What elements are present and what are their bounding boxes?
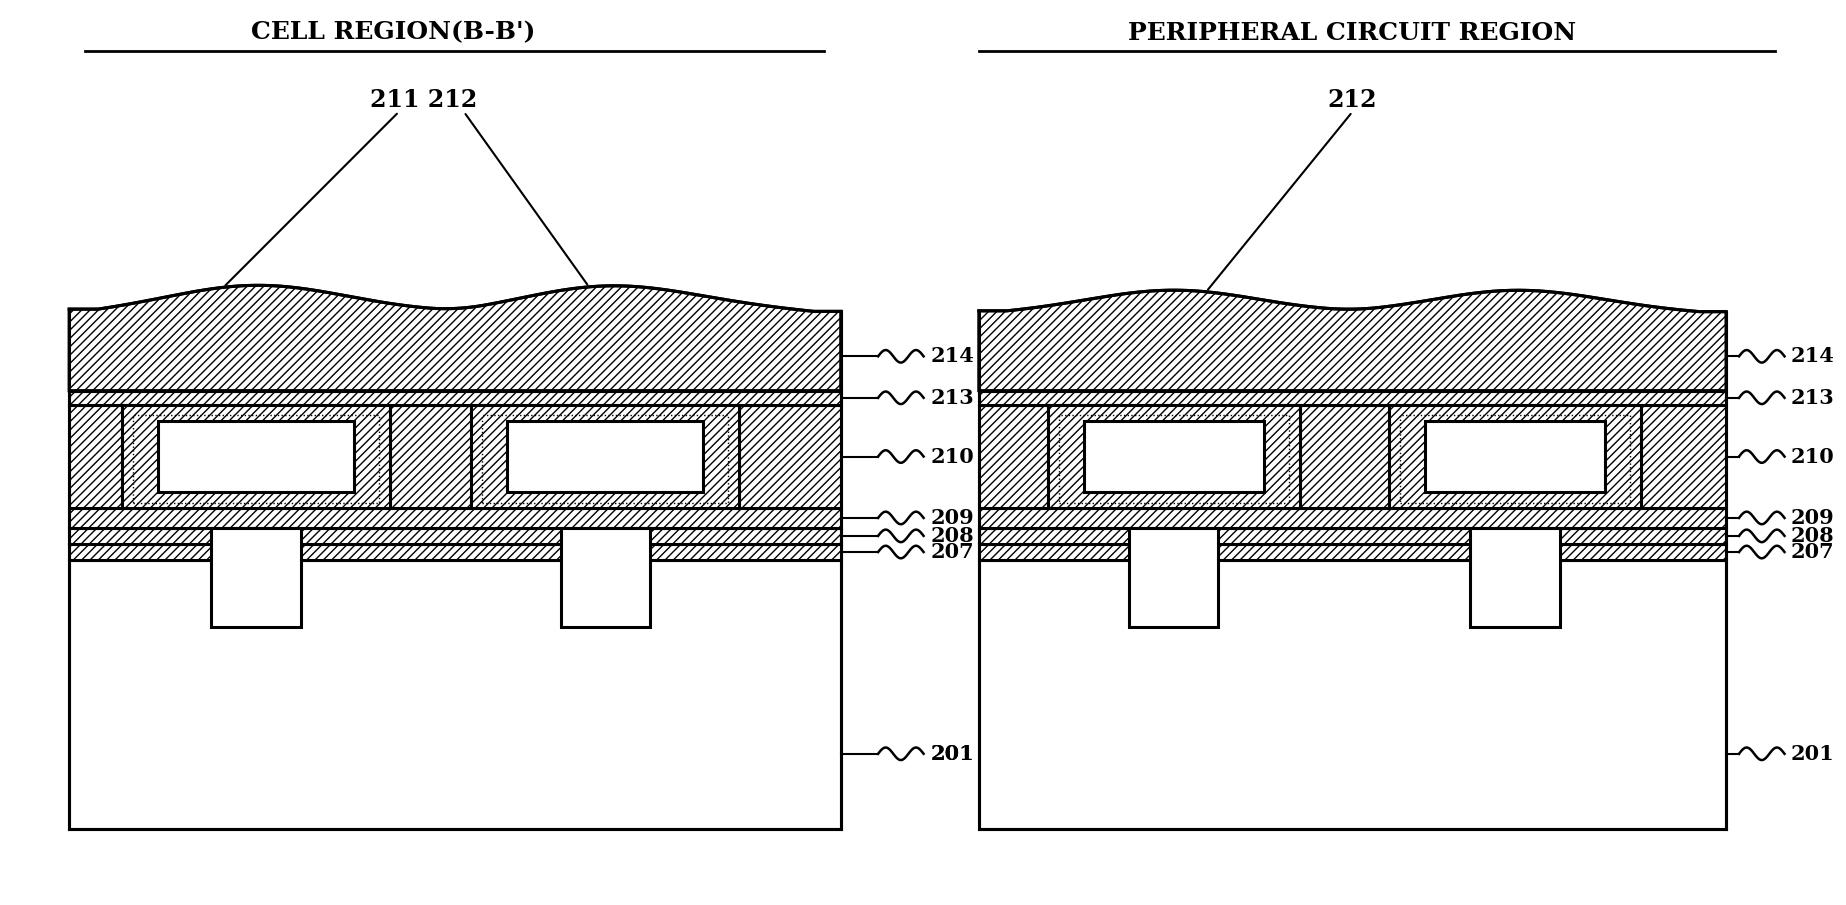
Bar <box>978 391 1726 405</box>
Text: PERIPHERAL CIRCUIT REGION: PERIPHERAL CIRCUIT REGION <box>1128 21 1576 44</box>
Text: 208: 208 <box>930 526 973 546</box>
Bar <box>1130 528 1218 627</box>
Polygon shape <box>68 285 840 391</box>
Bar <box>978 560 1726 829</box>
Text: 212: 212 <box>1327 88 1377 111</box>
Bar <box>1641 405 1726 508</box>
Text: 213: 213 <box>930 388 975 408</box>
Text: 208: 208 <box>1791 526 1835 546</box>
Bar <box>978 314 1726 391</box>
Bar <box>482 414 729 503</box>
Bar <box>210 528 301 627</box>
Text: 213: 213 <box>1791 388 1835 408</box>
Text: 209: 209 <box>930 508 975 528</box>
Bar <box>1300 405 1388 508</box>
Text: 201: 201 <box>1791 744 1835 764</box>
Bar <box>978 528 1726 544</box>
Bar <box>133 414 378 503</box>
Bar <box>68 544 840 560</box>
Bar <box>978 405 1049 508</box>
Bar <box>738 405 840 508</box>
Bar <box>1058 414 1289 503</box>
Text: 207: 207 <box>1791 542 1835 562</box>
Bar <box>68 314 840 391</box>
Text: 214: 214 <box>1791 347 1835 367</box>
Bar <box>122 405 390 508</box>
Bar <box>508 421 703 492</box>
Bar <box>68 391 840 405</box>
Bar <box>978 544 1726 560</box>
Polygon shape <box>978 291 1726 391</box>
Text: 211 212: 211 212 <box>369 88 476 111</box>
Bar <box>68 508 840 528</box>
Bar <box>1469 528 1560 627</box>
Text: 201: 201 <box>930 744 975 764</box>
Bar <box>68 405 122 508</box>
Bar <box>68 528 840 544</box>
Text: CELL REGION(B-B'): CELL REGION(B-B') <box>251 21 535 44</box>
Bar <box>561 528 650 627</box>
Bar <box>1399 414 1630 503</box>
Text: 210: 210 <box>1791 446 1835 467</box>
Text: 201: 201 <box>930 744 975 764</box>
Text: 207: 207 <box>930 542 973 562</box>
Bar <box>390 405 471 508</box>
Bar <box>1049 405 1300 508</box>
Bar <box>471 405 738 508</box>
Bar <box>978 508 1726 528</box>
Bar <box>157 421 354 492</box>
Text: 209: 209 <box>1791 508 1835 528</box>
Bar <box>1084 421 1265 492</box>
Bar <box>1388 405 1641 508</box>
Bar <box>68 560 840 829</box>
Text: 210: 210 <box>930 446 975 467</box>
Bar <box>1425 421 1604 492</box>
Text: 214: 214 <box>930 347 975 367</box>
